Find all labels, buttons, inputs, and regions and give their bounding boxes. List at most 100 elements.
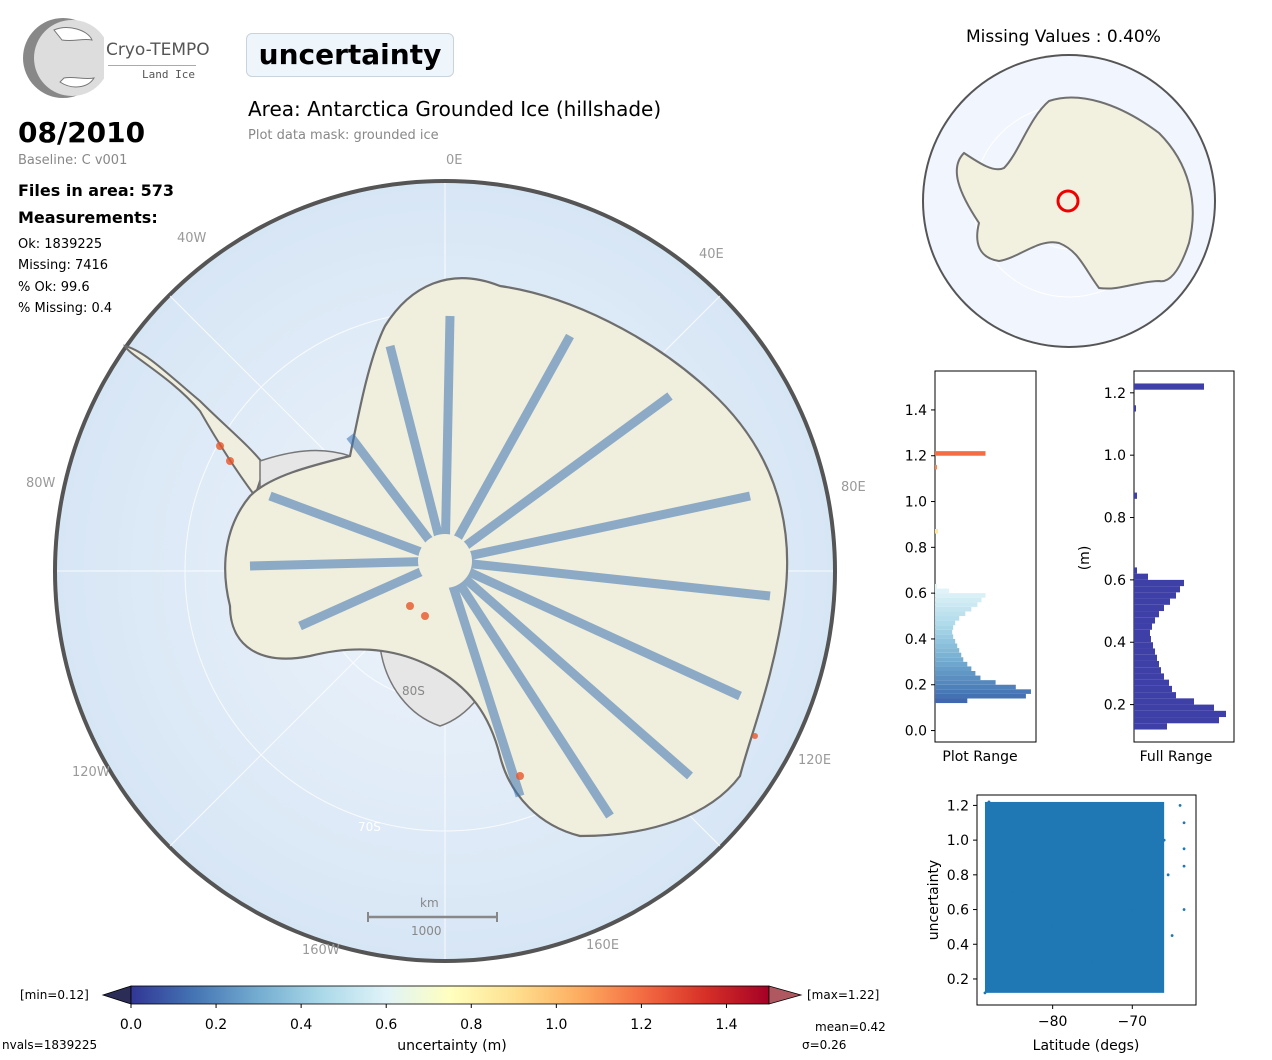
- plot-range-bar: [935, 698, 968, 704]
- mask-note: Plot data mask: grounded ice: [248, 128, 439, 143]
- plot-range-bar: [935, 588, 950, 594]
- logo-name: Cryo-TEMPO: [106, 40, 210, 60]
- scatter-xtick: −80: [1038, 1014, 1068, 1030]
- full-range-bar: [1134, 592, 1176, 599]
- full-range-bar: [1134, 660, 1159, 668]
- logo-subtitle: Land Ice: [142, 68, 195, 81]
- plot-range-bar: [935, 611, 966, 617]
- scatter-ytick: 0.2: [947, 972, 969, 988]
- plot-range-bar: [935, 648, 960, 653]
- plot-range-ytick: 0.4: [905, 632, 927, 648]
- plot-range-xlabel: Plot Range: [942, 749, 1017, 765]
- colorbar-min-arrow: [101, 985, 132, 1005]
- plot-range-bar: [935, 593, 986, 598]
- scatter-point: [1051, 925, 1055, 929]
- colorbar-min-label: [min=0.12]: [20, 988, 89, 1002]
- scatter-ytick: 0.8: [947, 868, 969, 884]
- meridian-label-80e: 80E: [841, 480, 866, 495]
- scatter-ytick: 1.0: [947, 833, 969, 849]
- pole-hole: [418, 534, 472, 588]
- scatter-xlabel: Latitude (degs): [1033, 1038, 1140, 1054]
- full-range-bar: [1134, 604, 1164, 612]
- lat-label-80s: 80S: [402, 684, 425, 698]
- full-range-yticks: 0.2 0.4 0.6 0.8 1.0 1.2: [1104, 386, 1134, 714]
- date-title: 08/2010: [18, 116, 146, 149]
- scatter-ytick: 0.4: [947, 937, 969, 953]
- colorbar-label: uncertainty (m): [397, 1038, 506, 1054]
- cryo-tempo-logo: [23, 18, 104, 98]
- plot-range-ytick: 0.8: [905, 540, 927, 556]
- scatter-point: [1170, 934, 1174, 937]
- scale-bar: km 1000: [367, 896, 498, 938]
- full-range-bar: [1134, 636, 1151, 643]
- full-range-ytick: 0.4: [1104, 635, 1126, 651]
- meridian-label-40e: 40E: [699, 247, 724, 262]
- plot-range-bar: [935, 675, 981, 681]
- scatter-frame: [976, 794, 1197, 1006]
- plot-range-ytick: 1.2: [905, 449, 927, 465]
- colorbar-tick: 1.4: [715, 1017, 737, 1033]
- scatter-point: [1182, 864, 1186, 868]
- parameter-title: uncertainty: [246, 33, 454, 77]
- scatter-point: [1182, 821, 1186, 825]
- plot-range-bar: [935, 602, 978, 607]
- full-range-xlabel: Full Range: [1140, 749, 1213, 765]
- missing-values-ring: [1056, 189, 1080, 213]
- full-range-bar: [1134, 723, 1167, 730]
- colorbar-tick: 1.0: [545, 1017, 567, 1033]
- meridian-label-80w: 80W: [26, 476, 56, 491]
- colorbar-tick: 1.2: [630, 1017, 652, 1033]
- scatter-point: [1091, 960, 1094, 964]
- full-range-bar: [1134, 405, 1136, 412]
- full-range-ytick: 1.2: [1104, 386, 1126, 402]
- colorbar-tick: 0.4: [290, 1017, 312, 1033]
- plot-range-bar: [935, 583, 938, 589]
- colorbar-ticks: 0.0 0.2 0.4 0.6 0.8 1.0 1.2 1.4: [120, 1004, 738, 1033]
- scatter-point: [1166, 873, 1170, 877]
- plot-range-yticks: 0.0 0.2 0.4 0.6 0.8 1.0 1.2 1.4: [905, 403, 935, 740]
- colorbar-max-arrow: [768, 985, 803, 1005]
- plot-range-bar: [935, 529, 939, 534]
- meridian-label-120e: 120E: [798, 753, 832, 768]
- plot-range-bar: [935, 638, 956, 644]
- scatter-xtick: −70: [1118, 1014, 1148, 1030]
- plot-range-bar: [935, 666, 972, 672]
- colorbar-gradient: [130, 985, 770, 1005]
- meridian-label-40w: 40W: [177, 231, 207, 246]
- full-range-bar: [1134, 642, 1153, 649]
- plot-range-bar: [935, 661, 968, 667]
- colorbar-mean: mean=0.42: [815, 1020, 886, 1034]
- plot-range-bar: [935, 671, 976, 676]
- meridian-label-160e: 160E: [586, 938, 620, 953]
- stat-ok: Ok: 1839225: [18, 237, 103, 252]
- full-range-ytick: 0.6: [1104, 573, 1126, 589]
- scatter-ytick: 1.2: [947, 798, 969, 814]
- scatter-point: [1182, 847, 1186, 851]
- colorbar-nvals: nvals=1839225: [2, 1038, 97, 1052]
- full-range-bar: [1134, 598, 1170, 605]
- full-range-ytick: 0.2: [1104, 698, 1126, 714]
- full-range-bars: [1134, 383, 1226, 730]
- plot-range-bar: [935, 616, 960, 621]
- plot-range-bar: [935, 597, 982, 603]
- colorbar-tick: 0.0: [120, 1017, 142, 1033]
- full-range-bar: [1134, 567, 1137, 574]
- full-range-ytick: 0.8: [1104, 511, 1126, 527]
- plot-range-bar: [935, 652, 962, 658]
- plot-range-ytick: 0.6: [905, 586, 927, 602]
- colorbar-tick: 0.2: [205, 1017, 227, 1033]
- measurements-title: Measurements:: [18, 208, 158, 227]
- full-range-bar: [1134, 573, 1148, 580]
- plot-range-ytick: 1.0: [905, 495, 927, 511]
- full-range-bar: [1134, 679, 1169, 686]
- plot-range-ytick: 0.2: [905, 678, 927, 694]
- full-range-bar: [1134, 383, 1204, 390]
- meridian-label-120w: 120W: [72, 765, 110, 780]
- scatter-ylabel: uncertainty: [926, 860, 942, 940]
- meridian-label-160w: 160W: [302, 943, 340, 958]
- stat-pct-ok: % Ok: 99.6: [18, 280, 90, 295]
- plot-range-ytick: 1.4: [905, 403, 927, 419]
- plot-range-ytick: 0.0: [905, 724, 927, 740]
- scatter-point: [1130, 908, 1134, 911]
- scatter-point: [1162, 838, 1166, 842]
